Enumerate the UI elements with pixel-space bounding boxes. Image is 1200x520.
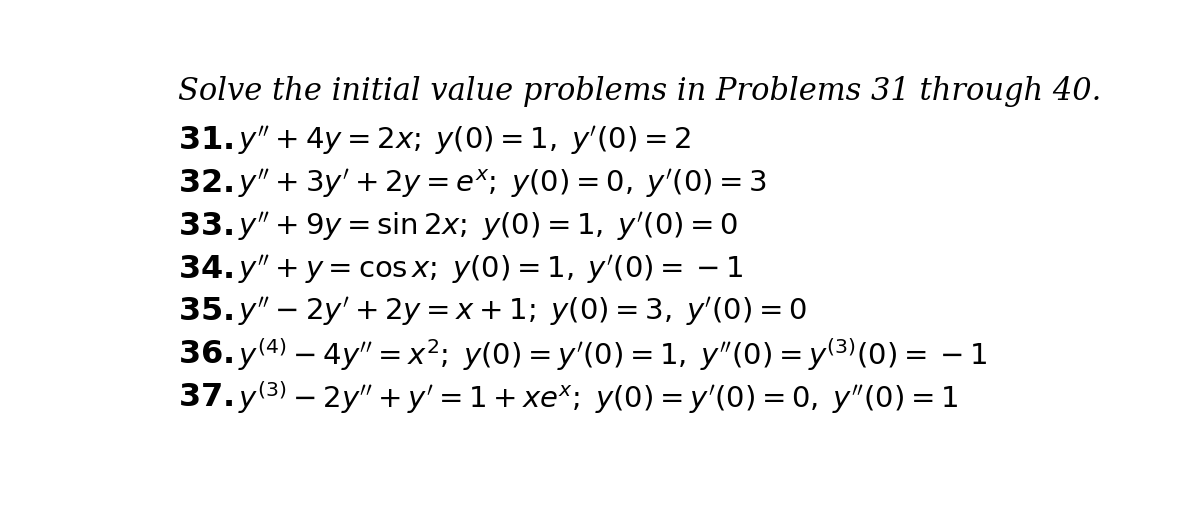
Text: $y^{(3)} - 2y'' + y' = 1 + xe^x;\; y(0) = y'(0) = 0,\; y''(0) = 1$: $y^{(3)} - 2y'' + y' = 1 + xe^x;\; y(0) …: [239, 379, 959, 416]
Text: $\mathbf{32.}$: $\mathbf{32.}$: [178, 168, 233, 199]
Text: $y'' + 9y = \sin 2x;\; y(0) = 1,\; y'(0) = 0$: $y'' + 9y = \sin 2x;\; y(0) = 1,\; y'(0)…: [239, 210, 738, 243]
Text: $y^{(4)} - 4y'' = x^2;\; y(0) = y'(0) = 1,\; y''(0) = y^{(3)}(0) = -1$: $y^{(4)} - 4y'' = x^2;\; y(0) = y'(0) = …: [239, 336, 988, 373]
Text: $\mathbf{34.}$: $\mathbf{34.}$: [178, 254, 233, 284]
Text: $\mathbf{35.}$: $\mathbf{35.}$: [178, 296, 233, 328]
Text: $y'' - 2y' + 2y = x + 1;\; y(0) = 3,\; y'(0) = 0$: $y'' - 2y' + 2y = x + 1;\; y(0) = 3,\; y…: [239, 295, 808, 328]
Text: $\mathbf{36.}$: $\mathbf{36.}$: [178, 339, 233, 370]
Text: Solve the initial value problems in Problems 31 through 40.: Solve the initial value problems in Prob…: [178, 76, 1102, 108]
Text: $\mathbf{31.}$: $\mathbf{31.}$: [178, 125, 233, 156]
Text: $y'' + 4y = 2x;\; y(0) = 1,\; y'(0) = 2$: $y'' + 4y = 2x;\; y(0) = 1,\; y'(0) = 2$: [239, 124, 691, 157]
Text: $\mathbf{33.}$: $\mathbf{33.}$: [178, 211, 233, 242]
Text: $\mathbf{37.}$: $\mathbf{37.}$: [178, 382, 233, 413]
Text: $y'' + y = \cos x;\; y(0) = 1,\; y'(0) = -1$: $y'' + y = \cos x;\; y(0) = 1,\; y'(0) =…: [239, 253, 744, 285]
Text: $y'' + 3y' + 2y = e^x;\; y(0) = 0,\; y'(0) = 3$: $y'' + 3y' + 2y = e^x;\; y(0) = 0,\; y'(…: [239, 167, 768, 200]
